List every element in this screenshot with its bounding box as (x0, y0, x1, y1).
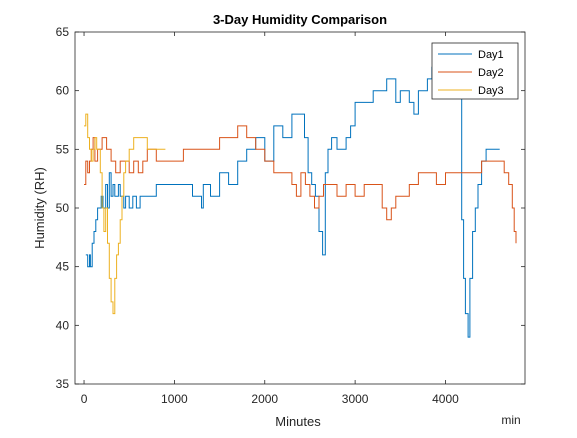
y-axis-label: Humidity (RH) (32, 167, 47, 249)
chart-title: 3-Day Humidity Comparison (213, 12, 387, 27)
x-tick-label: 0 (81, 392, 88, 406)
x-tick-label: 3000 (342, 392, 369, 406)
x-axis-label: Minutes (275, 414, 321, 429)
legend-label-day1: Day1 (478, 49, 504, 61)
legend-label-day3: Day3 (478, 85, 504, 97)
legend-box (431, 42, 519, 100)
legend: Day1 Day2 Day3 (431, 42, 519, 100)
x-tick-label: 1000 (161, 392, 188, 406)
x-tick-label: 2000 (251, 392, 278, 406)
series-line-day3 (84, 113, 166, 315)
x-axis-unit-label: min (501, 413, 520, 427)
y-tick-label: 40 (56, 318, 70, 332)
ticks-layer (75, 31, 525, 385)
y-tick-label: 35 (56, 377, 70, 391)
legend-label-day2: Day2 (478, 67, 504, 79)
x-tick-label: 4000 (432, 392, 459, 406)
legend-items: Day1 Day2 Day3 (438, 49, 504, 97)
y-tick-label: 45 (56, 260, 70, 274)
series-line-day2 (84, 125, 517, 244)
y-tick-label: 55 (56, 142, 70, 156)
y-tick-label: 65 (56, 25, 70, 39)
y-tick-label: 60 (56, 84, 70, 98)
y-tick-label: 50 (56, 201, 70, 215)
tick-labels-layer: 0 1000 2000 3000 4000 35 40 45 50 55 60 65 (56, 25, 460, 406)
